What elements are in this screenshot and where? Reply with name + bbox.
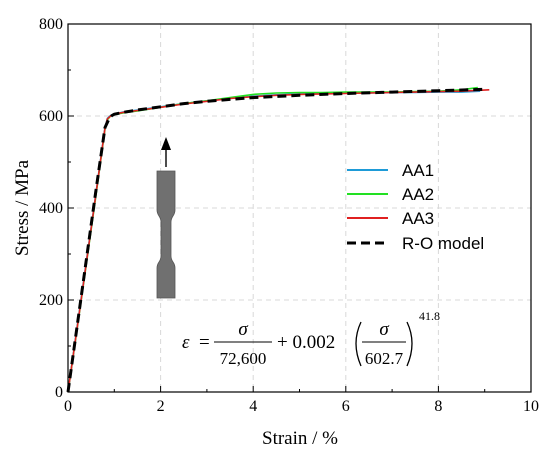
y-axis-label: Stress / MPa — [12, 159, 33, 256]
specimen-shape — [156, 170, 176, 299]
x-tick-label: 2 — [157, 398, 165, 415]
eq-right-paren — [406, 321, 413, 367]
eq-sigma-numerator: σ — [238, 319, 248, 340]
eq-plus-coefficient: + 0.002 — [277, 332, 335, 353]
legend-label-ro-model: R-O model — [402, 234, 484, 253]
x-tick-label: 0 — [64, 398, 72, 415]
y-tick-label: 0 — [55, 384, 63, 401]
x-tick-label: 6 — [342, 398, 350, 415]
y-tick-label: 200 — [39, 292, 63, 309]
legend-label-aa1: AA1 — [402, 161, 434, 180]
arrow-up-icon — [161, 137, 171, 150]
ticks: 0 2 4 6 8 10 0 200 400 600 800 — [39, 16, 539, 415]
y-tick-label: 800 — [39, 16, 63, 33]
eq-equals: = — [199, 332, 210, 353]
eq-left-paren — [355, 321, 362, 367]
y-tick-label: 600 — [39, 108, 63, 125]
y-tick-label: 400 — [39, 200, 63, 217]
x-tick-label: 8 — [434, 398, 442, 415]
eq-sigma-numerator-2: σ — [379, 319, 389, 340]
eq-exponent: 41.8 — [419, 309, 440, 323]
series-group — [66, 86, 490, 393]
eq-modulus: 72,600 — [220, 349, 267, 368]
eq-lhs: ε — [182, 332, 190, 353]
eq-yield-stress: 602.7 — [365, 349, 404, 368]
ro-equation: ε = σ 72,600 + 0.002 σ 602.7 41.8 — [182, 309, 440, 368]
x-tick-label: 10 — [523, 398, 539, 415]
x-axis-label: Strain / % — [262, 428, 338, 449]
series-line-r-o-model — [66, 87, 485, 393]
legend-label-aa3: AA3 — [402, 209, 434, 228]
legend-label-aa2: AA2 — [402, 185, 434, 204]
x-tick-label: 4 — [249, 398, 257, 415]
legend: AA1 AA2 AA3 R-O model — [347, 161, 484, 253]
tensile-specimen-icon — [156, 137, 176, 299]
